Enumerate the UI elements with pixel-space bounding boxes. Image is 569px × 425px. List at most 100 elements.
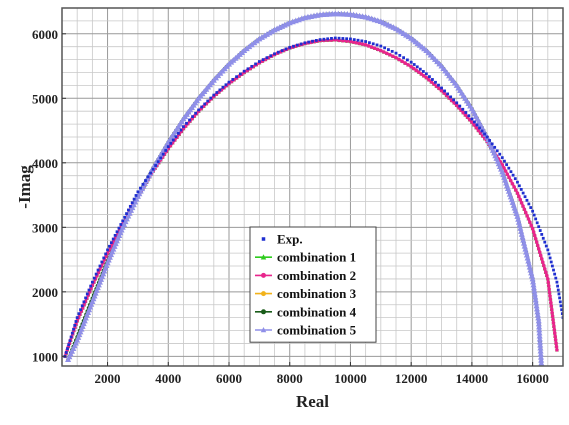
- legend-label: combination 2: [277, 268, 356, 283]
- series-point: [246, 43, 253, 50]
- exp-point: [100, 260, 104, 264]
- exp-point: [72, 327, 75, 331]
- series-point: [503, 169, 508, 173]
- exp-point: [149, 171, 152, 175]
- exp-point: [480, 129, 484, 133]
- series-point: [536, 246, 541, 251]
- series-point: [416, 70, 421, 74]
- series-point: [539, 256, 544, 261]
- exp-point: [66, 347, 69, 350]
- exp-point: [532, 213, 536, 217]
- exp-point: [70, 331, 74, 335]
- exp-point: [109, 241, 113, 245]
- x-tick-label: 8000: [277, 371, 303, 386]
- series-point: [385, 51, 389, 56]
- exp-point: [221, 85, 225, 89]
- y-tick-label: 5000: [32, 91, 58, 106]
- exp-point: [182, 125, 185, 129]
- exp-point: [394, 51, 398, 55]
- exp-point: [132, 197, 136, 201]
- exp-point: [495, 149, 499, 153]
- series-layer: [63, 10, 563, 366]
- exp-point: [337, 36, 341, 40]
- exp-point: [276, 50, 280, 54]
- series-point: [516, 221, 523, 228]
- series-point: [241, 47, 248, 54]
- exp-point: [209, 96, 213, 100]
- exp-point: [345, 37, 349, 41]
- series-point: [351, 40, 356, 44]
- exp-point: [555, 280, 559, 284]
- series-point: [515, 219, 522, 225]
- exp-point: [464, 111, 468, 114]
- exp-point: [446, 92, 450, 96]
- exp-point: [197, 108, 201, 112]
- series-point: [437, 86, 441, 91]
- series-point: [344, 39, 349, 43]
- series-point: [454, 103, 459, 108]
- series-point: [394, 55, 398, 60]
- exp-point: [548, 256, 552, 260]
- series-point: [532, 293, 539, 300]
- exp-point: [96, 268, 100, 272]
- exp-point: [179, 128, 183, 132]
- series-point: [348, 39, 353, 44]
- exp-point: [537, 225, 541, 229]
- series-point: [419, 72, 424, 76]
- exp-point: [538, 229, 542, 232]
- exp-point: [379, 44, 383, 48]
- exp-point: [311, 39, 314, 43]
- series-point: [253, 37, 260, 44]
- series-point: [424, 75, 429, 80]
- exp-point: [203, 102, 207, 106]
- series-point: [522, 245, 529, 252]
- exp-point: [541, 236, 545, 240]
- series-point: [251, 39, 258, 46]
- series-point: [531, 290, 538, 297]
- exp-point: [322, 37, 326, 41]
- legend-marker: [261, 272, 266, 278]
- series-point: [536, 332, 543, 339]
- exp-point: [540, 233, 544, 236]
- series-point: [354, 41, 359, 45]
- exp-point: [473, 120, 476, 124]
- series-point: [406, 63, 410, 67]
- exp-point: [409, 60, 413, 64]
- exp-point: [455, 101, 459, 105]
- exp-point: [543, 240, 547, 244]
- series-point: [357, 41, 362, 46]
- series-point: [474, 125, 479, 130]
- exp-point: [556, 284, 560, 288]
- exp-point: [106, 248, 109, 252]
- y-tick-label: 2000: [32, 285, 58, 300]
- series-point: [553, 337, 558, 342]
- exp-point: [94, 272, 98, 276]
- series-point: [538, 359, 545, 366]
- exp-point: [424, 72, 428, 76]
- legend-marker: [261, 237, 266, 241]
- exp-point: [218, 88, 222, 92]
- series-point: [363, 42, 368, 47]
- exp-point: [558, 296, 562, 300]
- series-point: [538, 356, 545, 363]
- exp-point: [75, 316, 79, 320]
- series-point: [243, 45, 250, 52]
- series-point: [366, 44, 371, 48]
- series-point: [530, 281, 537, 288]
- exp-point: [144, 179, 147, 182]
- series-point: [532, 233, 537, 238]
- exp-point: [117, 226, 121, 230]
- legend-item: combination 4: [255, 304, 357, 319]
- exp-point: [449, 95, 453, 99]
- exp-point: [500, 156, 504, 160]
- series-point: [533, 305, 540, 312]
- exp-point: [84, 296, 88, 300]
- series-point: [517, 194, 521, 199]
- series-point: [534, 311, 541, 318]
- exp-point: [412, 63, 416, 66]
- exp-point: [303, 41, 307, 45]
- series-point: [505, 172, 510, 177]
- exp-point: [123, 215, 127, 219]
- series-point: [526, 217, 531, 221]
- series-point: [525, 213, 529, 218]
